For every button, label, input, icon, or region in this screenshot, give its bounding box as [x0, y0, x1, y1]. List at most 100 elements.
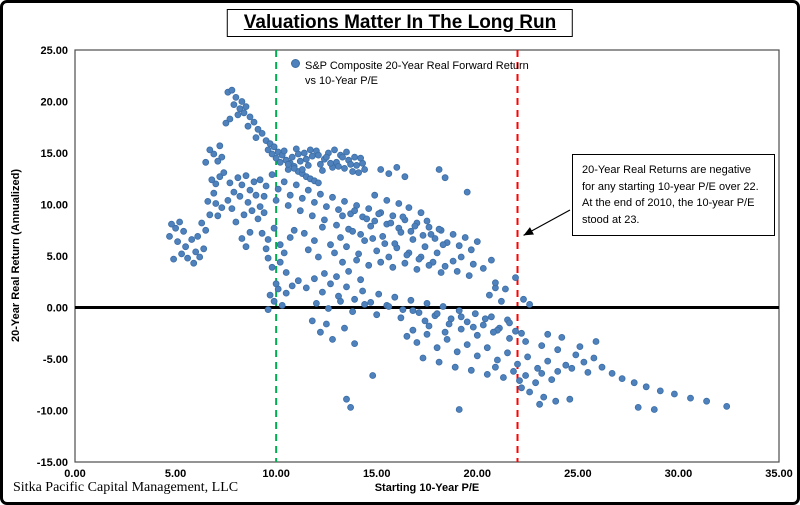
scatter-point: [371, 217, 379, 225]
scatter-point: [347, 160, 355, 168]
scatter-point: [264, 254, 272, 262]
scatter-point: [377, 166, 385, 173]
scatter-point: [439, 241, 447, 249]
scatter-point: [433, 249, 441, 257]
scatter-point: [272, 280, 280, 288]
scatter-point: [522, 372, 529, 379]
scatter-point: [453, 348, 461, 356]
scatter-point: [387, 219, 395, 227]
scatter-point: [349, 308, 357, 316]
scatter-point: [455, 406, 463, 413]
y-axis-tick-label: -5.00: [43, 354, 68, 366]
scatter-point: [339, 153, 346, 161]
scatter-point: [433, 310, 441, 318]
scatter-point: [290, 164, 298, 172]
scatter-point: [618, 375, 626, 383]
scatter-point: [218, 153, 226, 161]
scatter-point: [296, 207, 304, 215]
scatter-point: [562, 361, 570, 369]
scatter-point: [481, 315, 489, 323]
scatter-point: [463, 188, 471, 196]
scatter-point: [242, 172, 250, 180]
scatter-point: [258, 229, 266, 237]
scatter-point: [272, 196, 280, 204]
scatter-point: [359, 287, 367, 295]
scatter-point: [214, 212, 222, 220]
scatter-point: [566, 395, 574, 403]
scatter-point: [592, 338, 600, 345]
scatter-point: [182, 243, 190, 251]
scatter-point: [208, 176, 216, 184]
scatter-point: [246, 113, 254, 121]
y-axis-tick-label: 10.00: [40, 200, 68, 212]
scatter-point: [188, 236, 196, 243]
scatter-point: [310, 198, 318, 206]
scatter-point: [198, 219, 206, 227]
scatter-point: [168, 220, 175, 228]
annotation-line-3: At the end of 2010, the 10-year P/E: [582, 197, 755, 209]
scatter-point: [308, 212, 316, 220]
scatter-point: [423, 217, 431, 225]
y-axis-tick-label: -10.00: [37, 406, 68, 418]
scatter-point: [554, 367, 562, 375]
scatter-point: [314, 253, 322, 261]
scatter-point: [576, 343, 584, 351]
scatter-point: [514, 360, 521, 368]
scatter-point: [230, 101, 238, 108]
y-axis-tick-label: 5.00: [47, 251, 68, 263]
scatter-point: [369, 235, 377, 242]
scatter-point: [322, 320, 330, 328]
x-axis-tick-label: 15.00: [363, 468, 391, 480]
scatter-point: [270, 143, 278, 151]
scatter-point: [538, 369, 546, 377]
scatter-point: [483, 344, 491, 352]
scatter-point: [214, 157, 222, 165]
scatter-point: [220, 169, 228, 177]
scatter-point: [431, 235, 439, 242]
scatter-point: [308, 152, 316, 160]
scatter-point: [393, 163, 401, 171]
scatter-point: [218, 204, 226, 212]
scatter-point: [399, 213, 407, 221]
scatter-point: [457, 325, 465, 333]
scatter-point: [190, 259, 198, 267]
scatter-point: [437, 269, 445, 276]
scatter-point: [512, 274, 519, 282]
scatter-point: [228, 205, 236, 213]
scatter-point: [403, 251, 411, 259]
annotation-line-2: for any starting 10-year P/E over 22.: [582, 180, 759, 193]
scatter-point: [427, 230, 435, 238]
scatter-point: [491, 279, 499, 287]
scatter-point: [270, 297, 278, 305]
scatter-point: [238, 235, 246, 242]
x-axis-tick-label: 35.00: [765, 468, 793, 480]
scatter-point: [254, 215, 262, 223]
scatter-point: [421, 317, 429, 325]
x-axis-title: Starting 10-Year P/E: [374, 482, 480, 494]
scatter-point: [244, 198, 252, 206]
scatter-point: [234, 111, 242, 119]
scatter-point: [526, 388, 533, 396]
scatter-point: [320, 216, 328, 224]
scatter-point: [534, 364, 541, 372]
x-axis-tick-label: 20.00: [464, 468, 492, 480]
scatter-point: [341, 164, 348, 172]
scatter-point: [473, 238, 481, 246]
scatter-point: [536, 400, 543, 408]
scatter-point: [453, 267, 461, 275]
scatter-point: [349, 227, 357, 235]
scatter-point: [385, 253, 393, 261]
scatter-point: [339, 212, 346, 220]
scatter-point: [407, 296, 415, 304]
scatter-point: [236, 192, 244, 200]
scatter-point: [310, 237, 318, 245]
scatter-point: [246, 228, 254, 236]
scatter-point: [284, 160, 292, 168]
scatter-point: [417, 209, 425, 217]
scatter-point: [210, 189, 218, 197]
scatter-point: [339, 258, 346, 266]
scatter-point: [280, 147, 288, 155]
scatter-point: [469, 323, 477, 331]
scatter-point: [463, 341, 471, 349]
